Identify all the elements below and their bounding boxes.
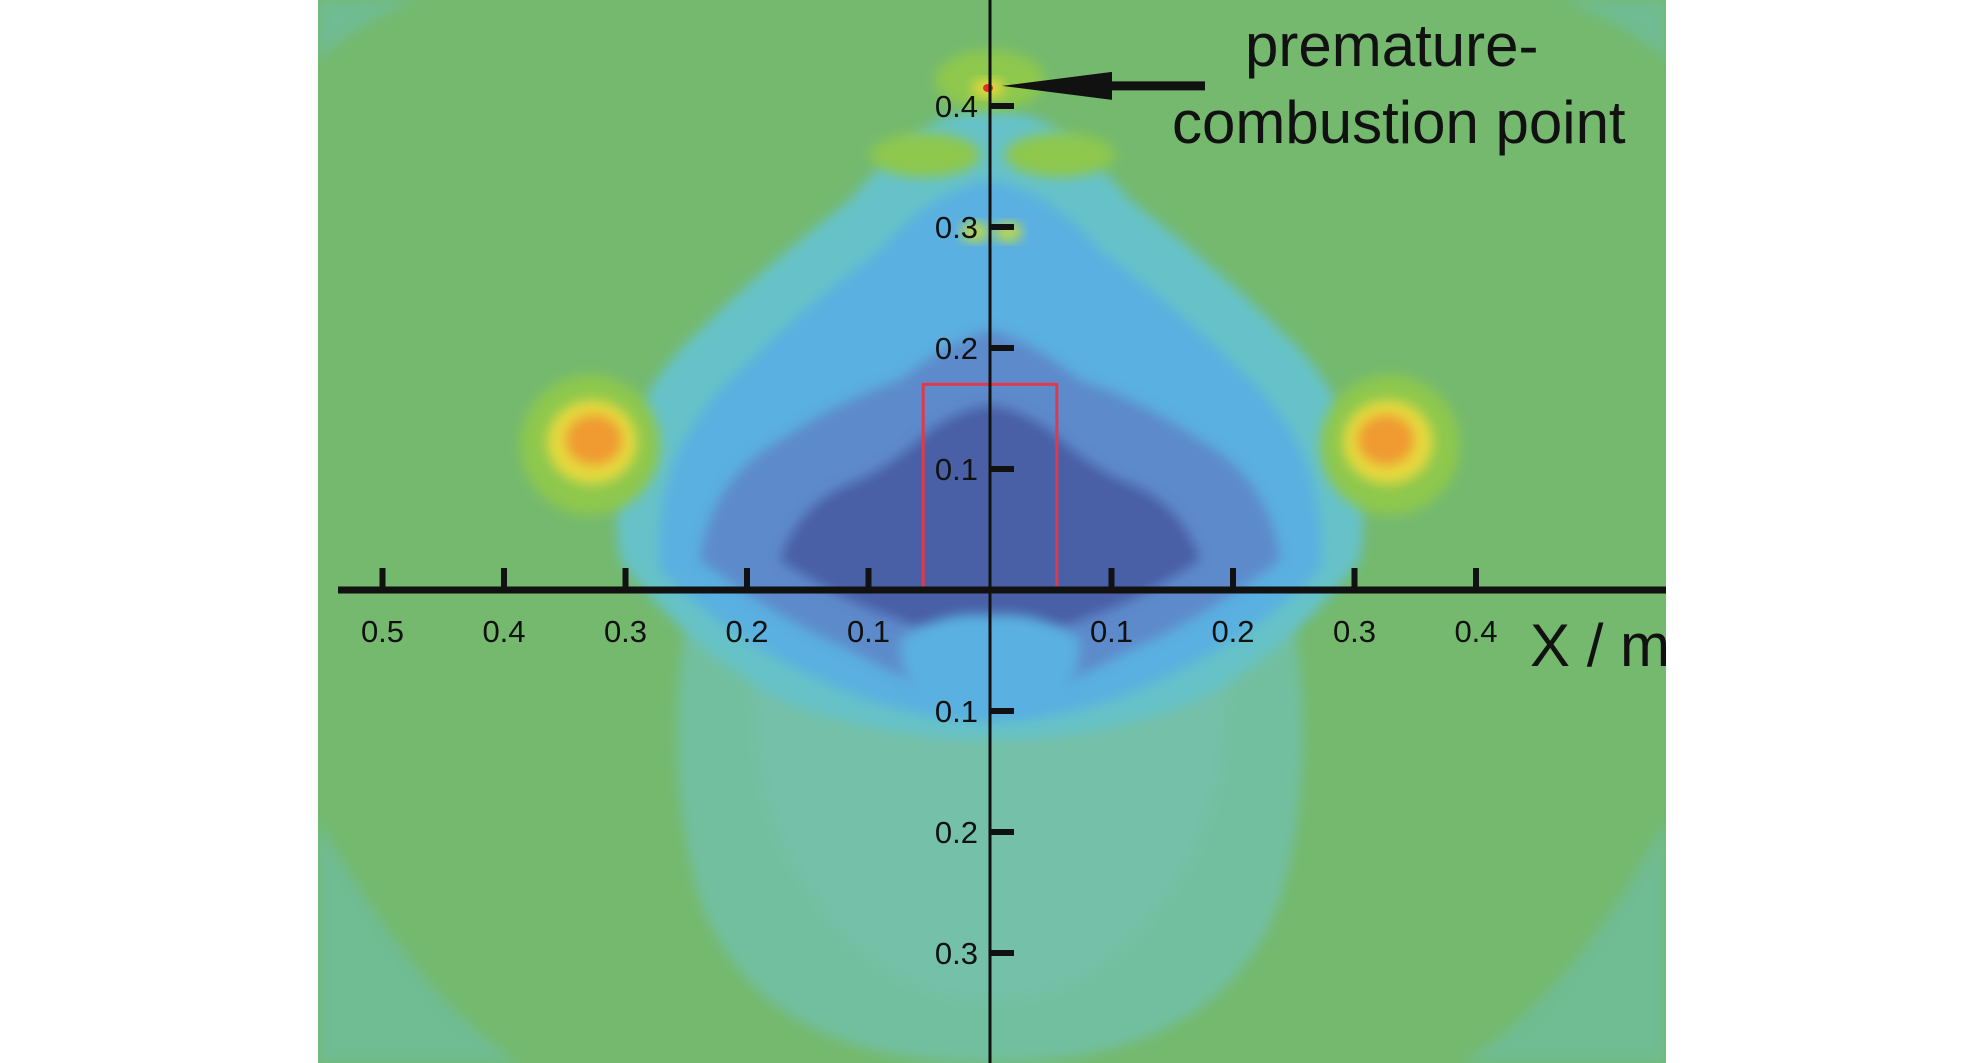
x-tick-label: 0.1 bbox=[847, 614, 890, 649]
upper-left-green-spot bbox=[870, 133, 980, 177]
y-axis-ticks: 0.4 0.3 0.2 0.1 0.1 0.2 0.3 bbox=[935, 89, 1014, 971]
right-hotspot bbox=[1320, 375, 1460, 515]
x-tick-label: 0.2 bbox=[1211, 614, 1254, 649]
x-tick-label: 0.2 bbox=[725, 614, 768, 649]
outer-teal-rim bbox=[318, 820, 1666, 1063]
x-axis-title: X / m bbox=[1530, 612, 1670, 679]
x-axis-ticks: 0.5 0.4 0.3 0.2 0.1 0.1 0.2 0.3 0.4 bbox=[361, 568, 1498, 649]
annotation-line-1: premature- bbox=[1245, 12, 1538, 79]
x-tick-label: 0.1 bbox=[1090, 614, 1133, 649]
y-tick-label: 0.2 bbox=[935, 331, 978, 366]
x-tick-label: 0.3 bbox=[1333, 614, 1376, 649]
y-tick-label: 0.4 bbox=[935, 89, 978, 124]
x-tick-label: 0.3 bbox=[604, 614, 647, 649]
y-tick-label: 0.3 bbox=[935, 210, 978, 245]
y-tick-label: 0.1 bbox=[935, 452, 978, 487]
x-tick-label: 0.5 bbox=[361, 614, 404, 649]
annotation: premature- combustion point bbox=[1002, 12, 1626, 156]
y-tick-label: 0.2 bbox=[935, 815, 978, 850]
left-hotspot bbox=[520, 375, 660, 515]
contour-field bbox=[318, 0, 1666, 1063]
annotation-arrow-head bbox=[1002, 71, 1112, 100]
y-tick-label: 0.1 bbox=[935, 694, 978, 729]
upper-right-green-spot bbox=[1005, 133, 1115, 177]
x-tick-label: 0.4 bbox=[482, 614, 525, 649]
annotation-line-2: combustion point bbox=[1172, 89, 1626, 156]
x-tick-label: 0.4 bbox=[1454, 614, 1497, 649]
y-tick-label: 0.3 bbox=[935, 936, 978, 971]
